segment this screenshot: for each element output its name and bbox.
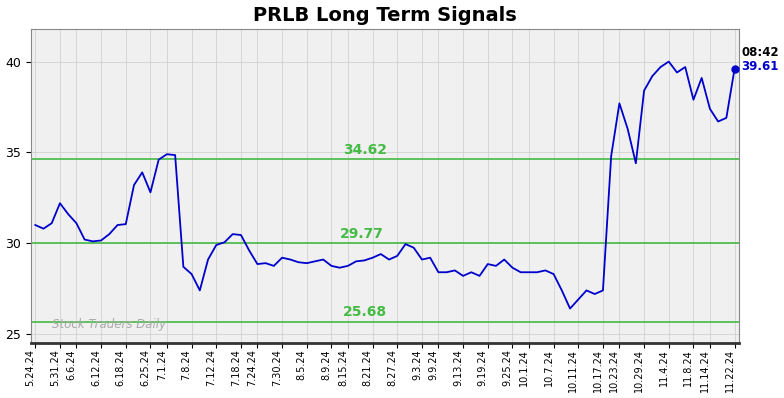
- Text: 34.62: 34.62: [343, 143, 387, 157]
- Text: 08:42: 08:42: [741, 46, 779, 59]
- Text: Stock Traders Daily: Stock Traders Daily: [52, 318, 165, 331]
- Title: PRLB Long Term Signals: PRLB Long Term Signals: [253, 6, 517, 25]
- Text: 29.77: 29.77: [339, 227, 383, 241]
- Text: 39.61: 39.61: [741, 60, 779, 73]
- Text: 25.68: 25.68: [343, 305, 387, 320]
